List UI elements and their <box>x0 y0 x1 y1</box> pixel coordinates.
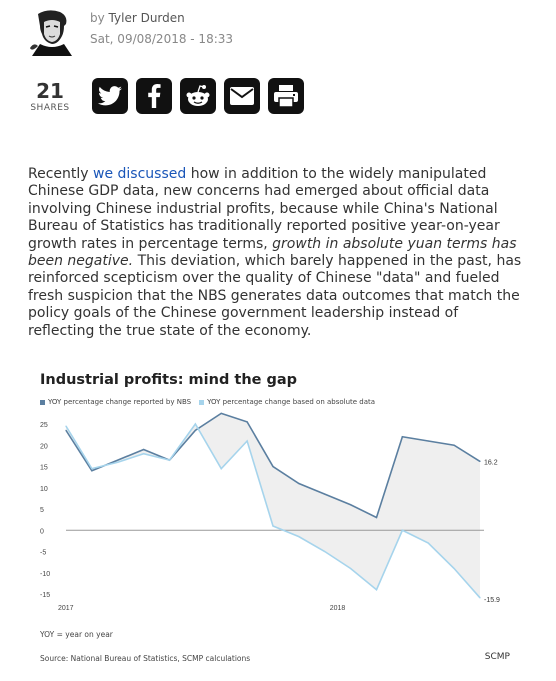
data-point <box>375 516 378 519</box>
legend-swatch-reported <box>40 399 45 405</box>
data-point <box>246 440 248 442</box>
author-block: by Tyler Durden Sat, 09/08/2018 - 18:33 <box>28 8 328 58</box>
data-point <box>453 567 455 570</box>
data-point <box>350 567 352 570</box>
y-tick-label: 5 <box>40 507 44 514</box>
legend-item-absolute: YOY percentage change based on absolute … <box>199 398 375 406</box>
byline: by Tyler Durden <box>90 11 185 25</box>
y-tick-label: 25 <box>40 422 48 429</box>
data-point <box>298 536 300 538</box>
gap-area <box>66 413 480 598</box>
x-tick-label: 2017 <box>58 605 74 612</box>
print-icon <box>274 85 298 107</box>
share-count-number: 21 <box>36 79 64 103</box>
industrial-profits-chart: Industrial profits: mind the gap YOY per… <box>32 368 522 668</box>
author-name[interactable]: Tyler Durden <box>108 11 185 25</box>
y-tick-label: 20 <box>40 443 48 450</box>
email-share-button[interactable] <box>224 78 260 114</box>
post-date: Sat, 09/08/2018 - 18:33 <box>90 32 234 46</box>
y-tick-label: 15 <box>40 465 48 472</box>
data-point <box>272 465 274 468</box>
article-text-end: This deviation, which barely happened in… <box>28 253 522 339</box>
twitter-icon <box>98 86 122 106</box>
legend-swatch-absolute <box>199 399 205 405</box>
y-tick-label: 0 <box>40 528 44 535</box>
y-tick-label: 10 <box>40 486 48 493</box>
twitter-share-button[interactable] <box>92 78 128 114</box>
legend-label-absolute: YOY percentage change based on absolute … <box>207 398 376 406</box>
data-point <box>427 440 429 442</box>
y-tick-label: -10 <box>40 571 50 578</box>
data-point <box>91 468 93 470</box>
share-count: 21 SHARES <box>28 80 72 113</box>
data-point <box>324 493 326 495</box>
data-point <box>220 468 222 470</box>
data-point <box>117 461 119 463</box>
share-bar: 21 SHARES <box>28 78 348 118</box>
data-point <box>194 429 196 431</box>
data-point <box>117 459 119 461</box>
y-tick-label: -15 <box>40 592 50 599</box>
data-point <box>350 504 352 506</box>
reddit-icon <box>186 85 210 106</box>
byline-prefix: by <box>90 11 105 25</box>
data-point <box>272 525 274 527</box>
facebook-icon <box>148 84 161 108</box>
legend-item-reported: YOY percentage change reported by NBS <box>40 398 191 406</box>
data-point <box>479 597 481 599</box>
article-text-start: Recently <box>28 166 94 182</box>
data-point <box>65 429 67 431</box>
article-emphasis: growth in absolute yuan terms has been n… <box>28 235 517 270</box>
x-tick-label: 2018 <box>330 605 346 612</box>
chart-title: Industrial profits: mind the gap <box>40 372 298 388</box>
data-point <box>91 470 93 472</box>
data-point <box>143 453 145 455</box>
share-count-label: SHARES <box>30 103 70 113</box>
data-point <box>427 542 429 544</box>
chart-plot: 25 20 15 10 5 0 -5 -10 -15 2017 2018 16.2 -15.9 <box>40 412 500 612</box>
data-point <box>453 444 455 446</box>
data-point <box>168 459 171 461</box>
data-point <box>375 589 378 591</box>
data-point <box>194 423 196 425</box>
end-label-absolute: -15.9 <box>484 597 500 604</box>
print-share-button[interactable] <box>268 78 304 114</box>
y-tick-label: -5 <box>40 550 46 557</box>
data-point <box>298 482 300 485</box>
reddit-share-button[interactable] <box>180 78 216 114</box>
article-body: Recently we discussed how in addition to… <box>28 166 528 340</box>
data-point <box>324 550 326 553</box>
legend-label-reported: YOY percentage change reported by NBS <box>48 398 192 406</box>
facebook-share-button[interactable] <box>136 78 172 114</box>
data-point <box>401 529 403 531</box>
chart-note: YOY = year on year <box>40 630 113 639</box>
chart-legend: YOY percentage change reported by NBS YO… <box>40 398 383 406</box>
data-point <box>220 412 222 414</box>
data-point <box>143 448 145 451</box>
data-point <box>401 436 403 438</box>
avatar[interactable] <box>28 8 76 56</box>
chart-brand: SCMP <box>484 652 510 662</box>
data-point <box>65 425 67 427</box>
data-point <box>479 460 481 462</box>
chart-source: Source: National Bureau of Statistics, S… <box>40 654 251 663</box>
end-label-reported: 16.2 <box>484 459 498 466</box>
article-paragraph: Recently we discussed how in addition to… <box>28 166 528 340</box>
we-discussed-link[interactable]: we discussed <box>93 166 187 182</box>
article-text-middle: how in addition to the widely manipulate… <box>28 166 500 252</box>
email-icon <box>230 87 254 105</box>
data-point <box>246 421 248 423</box>
